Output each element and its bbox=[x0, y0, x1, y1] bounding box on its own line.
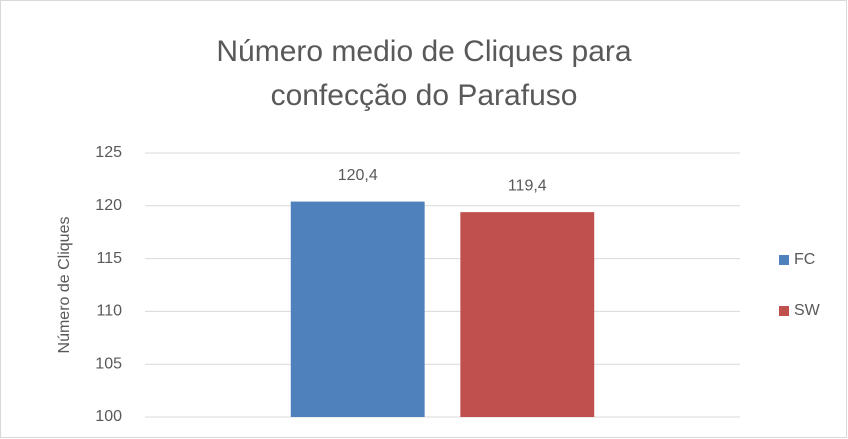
legend-swatch bbox=[779, 306, 789, 316]
value-label: 119,4 bbox=[508, 177, 547, 194]
y-tick-label: 120 bbox=[95, 197, 122, 214]
chart-title: Número medio de Cliques para confecção d… bbox=[216, 35, 632, 112]
legend-label: SW bbox=[794, 302, 821, 319]
y-axis-label: Número de Cliques bbox=[56, 217, 73, 354]
bar bbox=[460, 212, 595, 417]
y-tick-label: 115 bbox=[96, 250, 122, 267]
y-tick-label: 105 bbox=[95, 355, 122, 372]
bar bbox=[290, 201, 425, 417]
legend-swatch bbox=[779, 255, 789, 265]
y-tick-label: 110 bbox=[96, 303, 122, 320]
legend-label: FC bbox=[794, 251, 815, 268]
y-tick-label: 100 bbox=[95, 408, 122, 425]
value-label: 120,4 bbox=[338, 167, 378, 184]
y-tick-label: 125 bbox=[95, 144, 122, 161]
